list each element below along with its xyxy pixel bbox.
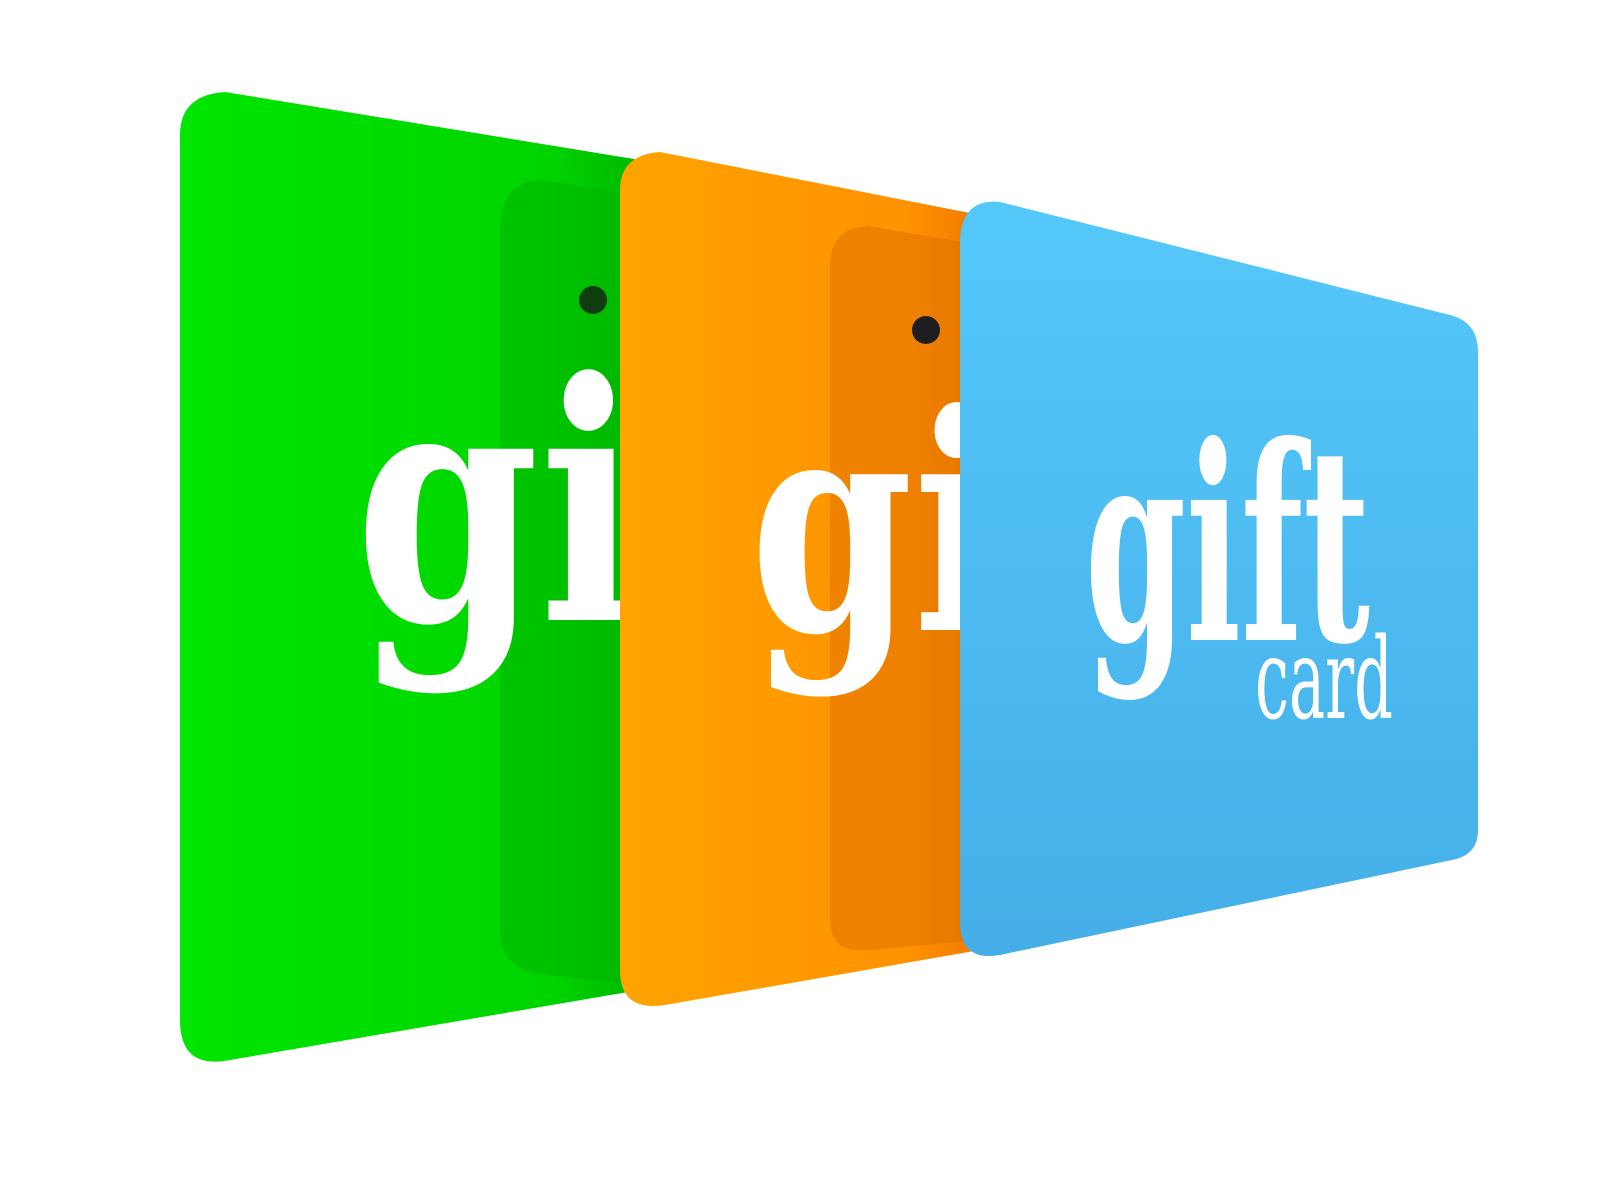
green-card-word: gift [355, 310, 877, 698]
green-card-hole [579, 286, 607, 314]
orange-card-word: gift [750, 348, 1212, 701]
orange-card: gift [620, 152, 1212, 1006]
orange-card-overlap-shadow [830, 226, 980, 951]
blue-card: gift card [960, 201, 1478, 957]
green-card: gift [180, 92, 877, 1062]
green-card-overlap-shadow [500, 180, 640, 985]
orange-card-hole [912, 316, 940, 344]
blue-card-word: gift [1085, 386, 1371, 704]
blue-card-body [960, 201, 1478, 957]
blue-card-subword: card [1255, 615, 1393, 745]
